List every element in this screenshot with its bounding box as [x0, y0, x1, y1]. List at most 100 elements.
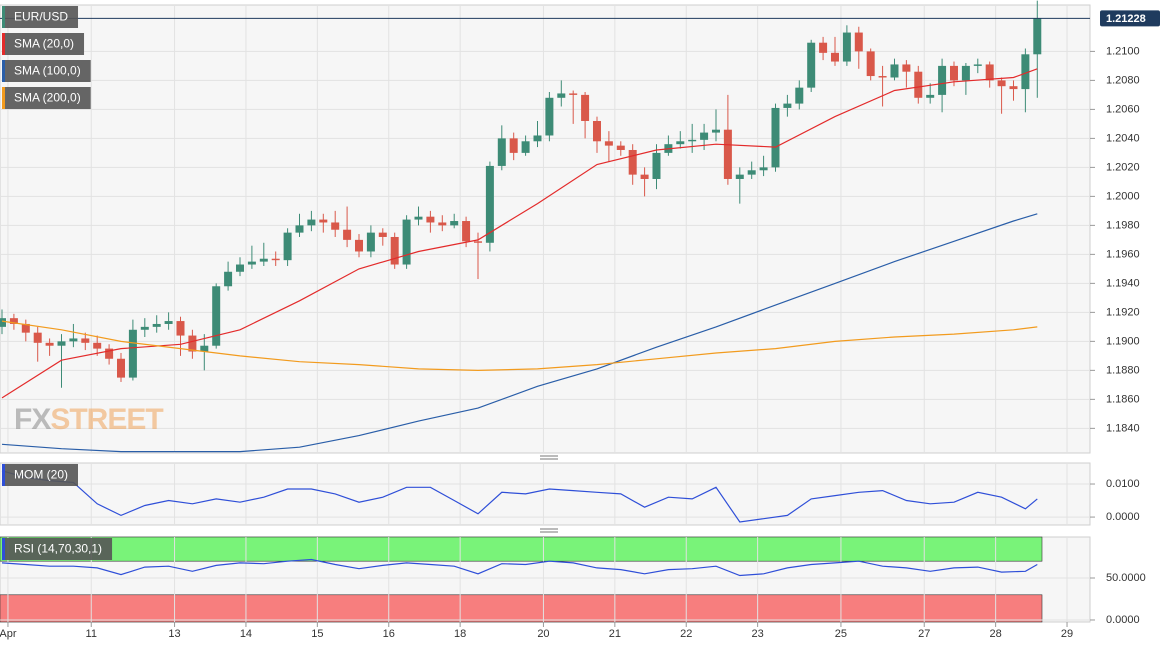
legend-swatch	[2, 33, 5, 55]
legend-label: SMA (20,0)	[14, 37, 74, 51]
candle-body	[307, 219, 316, 226]
candle-body	[628, 149, 637, 175]
candle-body	[997, 80, 1006, 87]
candle-body	[842, 32, 851, 62]
legend-label: SMA (200,0)	[14, 91, 81, 105]
legend-swatch	[2, 6, 5, 28]
candle-body	[295, 225, 304, 233]
series-line	[1, 558, 1038, 577]
y-tick-label: 1.1860	[1106, 393, 1140, 405]
candle-body	[807, 42, 816, 88]
x-tick-label: 11	[86, 628, 97, 640]
candle-body	[640, 174, 649, 179]
y-tick-label: 0.0000	[1106, 511, 1140, 523]
y-tick-label: 1.1960	[1106, 248, 1140, 260]
candle-body	[973, 64, 982, 66]
candle-body	[140, 326, 149, 330]
candle-body	[521, 141, 530, 153]
candle-body	[1033, 18, 1042, 55]
candle-body	[902, 64, 911, 72]
candle-body	[569, 93, 578, 95]
y-tick-label: 1.1880	[1106, 364, 1140, 376]
candle-body	[402, 219, 411, 265]
candle-body	[164, 321, 173, 324]
candle-body	[545, 97, 554, 136]
oversold-band	[0, 594, 1043, 623]
watermark-part: FX	[14, 403, 51, 436]
candle-body	[390, 236, 399, 265]
candle-body	[961, 65, 970, 81]
candle-body	[259, 258, 268, 262]
candle-body	[759, 167, 768, 171]
y-tick-label: 1.1900	[1106, 335, 1140, 347]
candle-body	[497, 138, 506, 166]
candle-body	[283, 232, 292, 261]
candle-body	[723, 129, 732, 179]
y-tick-label: 1.1980	[1106, 219, 1140, 231]
candle-body	[57, 341, 66, 346]
x-tick-label: 28	[990, 628, 1002, 640]
y-tick-label: 1.2000	[1106, 190, 1140, 202]
series-line	[1, 470, 1038, 523]
legend-swatch	[2, 60, 5, 82]
candle-body	[604, 141, 613, 146]
x-tick-label: 15	[311, 628, 323, 640]
candle-body	[688, 139, 697, 142]
x-tick-label: 22	[680, 628, 692, 640]
legend-label: RSI (14,70,30,1)	[14, 542, 102, 556]
candle-body	[343, 229, 352, 240]
legend-label: MOM (20)	[14, 468, 68, 482]
y-tick-label: 50.0000	[1106, 572, 1146, 584]
candle-body	[81, 338, 90, 343]
candle-body	[116, 358, 125, 378]
y-tick-label: 1.2100	[1106, 45, 1140, 57]
candle-body	[830, 52, 839, 62]
candle-body	[473, 241, 482, 243]
candle-body	[414, 216, 423, 220]
candle-body	[985, 64, 994, 81]
x-tick-label: 13	[168, 628, 180, 640]
series-line	[1, 320, 1038, 372]
candle-body	[747, 170, 756, 175]
candle-body	[426, 216, 435, 223]
x-tick-label: 27	[918, 628, 930, 640]
candle-body	[21, 323, 30, 333]
candle-body	[890, 64, 899, 78]
y-tick-label: 1.1940	[1106, 277, 1140, 289]
candle-body	[938, 65, 947, 95]
legend-box	[2, 87, 91, 109]
candle-body	[735, 174, 744, 179]
candle-body	[652, 152, 661, 179]
series-line	[1, 68, 1038, 399]
x-tick-label: 14	[240, 628, 252, 640]
x-tick-label: Apr	[0, 628, 17, 640]
legend-box	[2, 60, 91, 82]
candle-body	[557, 93, 566, 98]
legend-label: SMA (100,0)	[14, 64, 81, 78]
legend-label: EUR/USD	[14, 10, 68, 24]
legend-box	[2, 538, 113, 560]
legend-swatch	[2, 87, 5, 109]
x-tick-label: 23	[752, 628, 764, 640]
candle-body	[462, 221, 471, 242]
last-price-label: 1.21228	[1106, 13, 1146, 25]
candle-body	[331, 222, 340, 230]
candle-body	[854, 32, 863, 52]
y-tick-label: 1.2020	[1106, 161, 1140, 173]
y-tick-label: 1.1920	[1106, 306, 1140, 318]
last-price-box	[1100, 10, 1160, 27]
candle-body	[533, 135, 542, 142]
watermark-part: STREET	[50, 403, 163, 436]
candle-body	[711, 129, 720, 133]
x-tick-label: 29	[1061, 628, 1073, 640]
candle-body	[33, 332, 42, 343]
candle-body	[1009, 86, 1018, 90]
candle-body	[45, 342, 54, 346]
candle-body	[93, 342, 102, 349]
candle-body	[771, 107, 780, 168]
panel-separator	[540, 455, 558, 533]
candle-body	[0, 318, 6, 327]
y-tick-label: 1.2040	[1106, 132, 1140, 144]
candle-body	[866, 51, 875, 77]
